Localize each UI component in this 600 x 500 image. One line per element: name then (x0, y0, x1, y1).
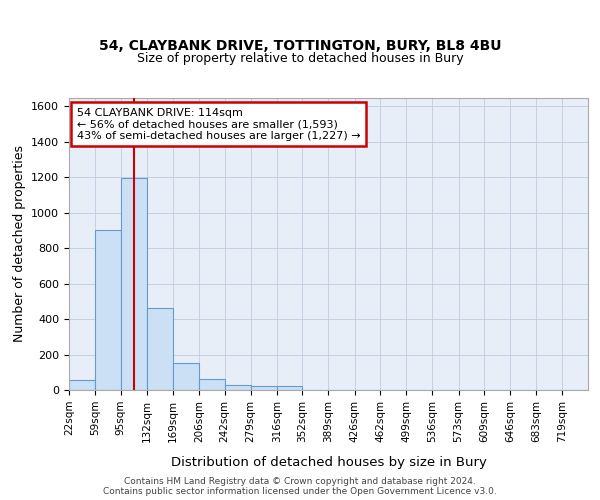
Text: 54, CLAYBANK DRIVE, TOTTINGTON, BURY, BL8 4BU: 54, CLAYBANK DRIVE, TOTTINGTON, BURY, BL… (99, 38, 501, 52)
Text: Size of property relative to detached houses in Bury: Size of property relative to detached ho… (137, 52, 463, 65)
Text: 54 CLAYBANK DRIVE: 114sqm
← 56% of detached houses are smaller (1,593)
43% of se: 54 CLAYBANK DRIVE: 114sqm ← 56% of detac… (77, 108, 361, 141)
Bar (224, 384, 251, 390)
X-axis label: Distribution of detached houses by size in Bury: Distribution of detached houses by size … (170, 456, 487, 468)
Bar (173, 364, 199, 390)
Bar (69, 380, 95, 390)
Bar (121, 178, 147, 390)
Bar (251, 386, 277, 390)
Bar (277, 386, 302, 390)
Text: Contains HM Land Registry data © Crown copyright and database right 2024.: Contains HM Land Registry data © Crown c… (124, 477, 476, 486)
Y-axis label: Number of detached properties: Number of detached properties (13, 145, 26, 342)
Bar (95, 230, 121, 390)
Bar (199, 380, 224, 390)
Text: Contains public sector information licensed under the Open Government Licence v3: Contains public sector information licen… (103, 487, 497, 496)
Bar (147, 308, 173, 390)
